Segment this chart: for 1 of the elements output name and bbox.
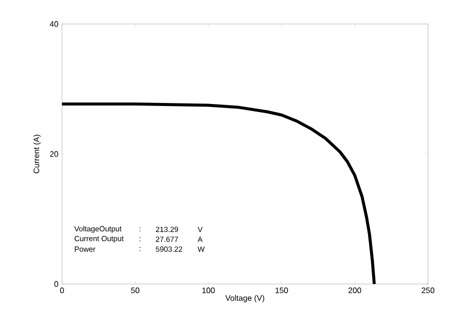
line-series <box>60 102 376 286</box>
